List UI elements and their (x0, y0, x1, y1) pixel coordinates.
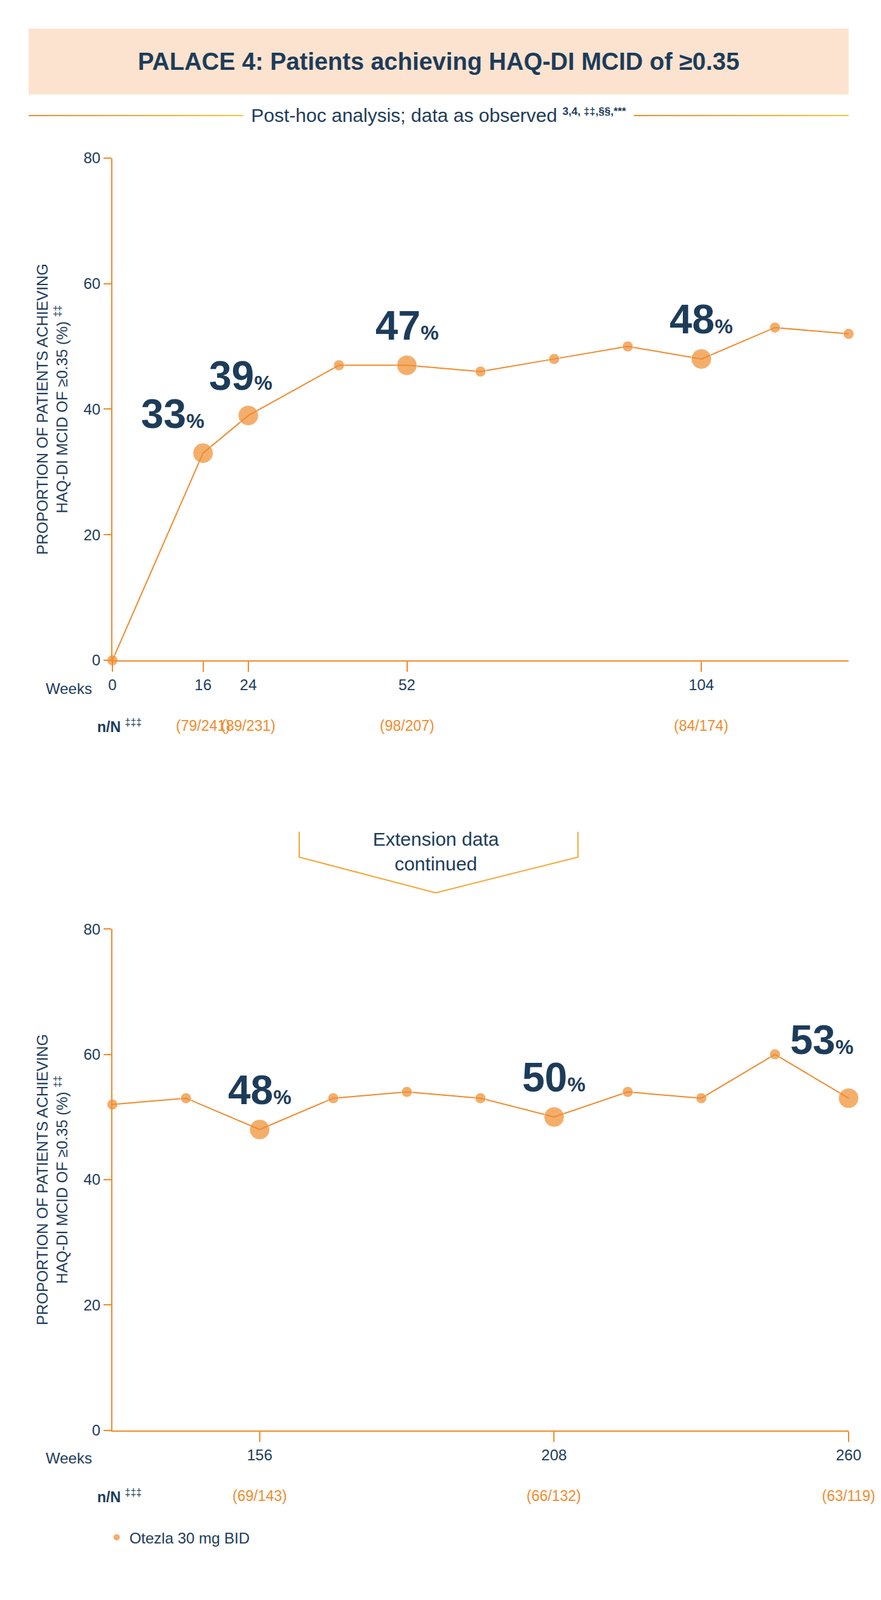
svg-text:0: 0 (92, 651, 101, 669)
svg-text:104: 104 (688, 676, 714, 694)
html-text:PALACE 4: Patients achieving H: PALACE 4: Patients achieving HAQ-DI MCID… (137, 47, 740, 75)
svg-text:PROPORTION OF PATIENTS ACHIEVI: PROPORTION OF PATIENTS ACHIEVINGHAQ-DI M… (33, 1034, 71, 1327)
svg-text:80: 80 (83, 921, 101, 939)
svg-text:(79/241): (79/241) (175, 717, 231, 735)
svg-text:(69/143): (69/143) (232, 1488, 288, 1505)
svg-text:50%: 50% (522, 1055, 586, 1101)
svg-text:PROPORTION OF PATIENTS ACHIEVI: PROPORTION OF PATIENTS ACHIEVINGHAQ-DI M… (33, 263, 71, 556)
svg-text:156: 156 (247, 1446, 273, 1465)
svg-text:n/N ​‡‡‡​: n/N ​‡‡‡​ (97, 716, 142, 736)
svg-text:0: 0 (107, 676, 117, 694)
svg-text:40: 40 (83, 1171, 101, 1189)
svg-text:20: 20 (83, 1297, 101, 1315)
svg-text:20: 20 (83, 526, 101, 544)
svg-text:47%: 47% (375, 302, 439, 349)
svg-text:52: 52 (398, 676, 416, 694)
svg-text:Weeks: Weeks (45, 680, 93, 698)
html-text:Post-hoc analysis; data as obs: Post-hoc analysis; data as observed3,4, … (251, 104, 627, 126)
svg-text:260: 260 (835, 1446, 862, 1465)
svg-text:(98/207): (98/207) (379, 717, 435, 735)
svg-text:208: 208 (541, 1446, 567, 1465)
svg-text:Weeks: Weeks (45, 1450, 93, 1468)
svg-text:Extension datacontinued: Extension datacontinued (372, 828, 500, 875)
svg-text:n/N ​‡‡‡​: n/N ​‡‡‡​ (97, 1486, 142, 1507)
svg-text:Otezla 30 mg BID: Otezla 30 mg BID (129, 1530, 250, 1548)
svg-text:53%: 53% (790, 1017, 854, 1064)
svg-text:(66/132): (66/132) (526, 1488, 582, 1505)
svg-text:39%: 39% (208, 353, 273, 399)
svg-text:(89/231): (89/231) (221, 717, 276, 735)
svg-text:(84/174): (84/174) (673, 717, 729, 735)
svg-text:0: 0 (92, 1422, 101, 1440)
svg-text:24: 24 (240, 676, 258, 694)
svg-text:60: 60 (83, 1046, 101, 1064)
svg-text:(63/119): (63/119) (821, 1488, 876, 1505)
svg-text:16: 16 (194, 676, 212, 694)
svg-text:80: 80 (83, 149, 101, 167)
svg-text:33%: 33% (141, 391, 205, 438)
svg-text:60: 60 (83, 275, 101, 293)
svg-text:48%: 48% (669, 296, 734, 343)
svg-text:40: 40 (83, 400, 101, 418)
svg-text:48%: 48% (228, 1067, 292, 1114)
